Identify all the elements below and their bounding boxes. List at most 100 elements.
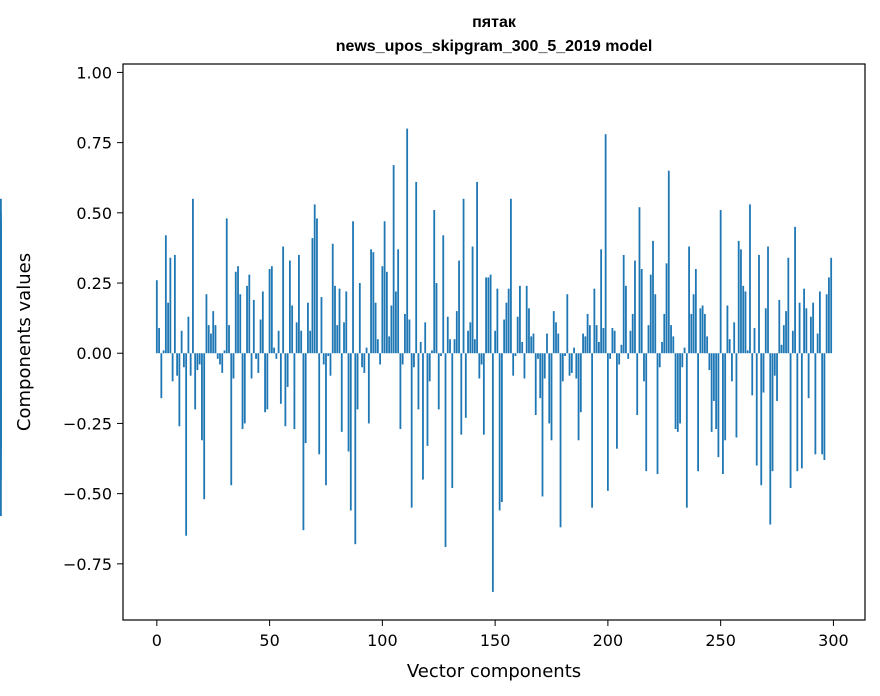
bar-166 xyxy=(530,336,533,354)
bar-162 xyxy=(521,342,524,354)
bar-235 xyxy=(685,353,688,508)
bar-125 xyxy=(437,353,440,410)
bar-292 xyxy=(814,353,817,455)
bar-134 xyxy=(458,260,460,354)
bar-195 xyxy=(595,325,598,354)
bar-undefined xyxy=(0,313,2,354)
bar-85 xyxy=(347,353,350,452)
bar-260 xyxy=(742,285,745,354)
bars-group xyxy=(0,128,833,592)
bar-97 xyxy=(374,302,377,354)
bar-74 xyxy=(322,353,325,365)
bar-218 xyxy=(647,325,650,354)
bar-95 xyxy=(370,249,372,354)
bar-168 xyxy=(534,353,537,416)
bar-30 xyxy=(223,350,226,354)
bar-35 xyxy=(234,271,237,354)
bar-101 xyxy=(383,221,386,354)
bar-93 xyxy=(365,347,368,354)
bar-136 xyxy=(462,198,465,354)
bar-210 xyxy=(629,330,632,354)
bar-205 xyxy=(618,353,621,365)
bar-249 xyxy=(717,353,720,458)
bar-133 xyxy=(455,311,458,354)
bar-149 xyxy=(491,353,494,592)
x-axis-ticks: 0 50 100 150 200 250 300 xyxy=(152,620,849,650)
bar-14 xyxy=(187,316,190,354)
bar-137 xyxy=(464,353,467,418)
bar-92 xyxy=(363,353,366,373)
bar-241 xyxy=(699,308,702,354)
bar-132 xyxy=(453,339,456,354)
bar-157 xyxy=(510,198,512,354)
bar-223 xyxy=(658,353,661,368)
bar-56 xyxy=(282,246,285,354)
bar-211 xyxy=(631,313,634,354)
bar-4 xyxy=(164,235,167,354)
bar-138 xyxy=(467,330,469,354)
bar-250 xyxy=(719,210,722,354)
bar-246 xyxy=(710,353,713,432)
bar-187 xyxy=(577,353,580,441)
bar-252 xyxy=(724,353,727,441)
y-axis-ticks: −0.75 −0.50 −0.25 0.00 0.25 0.50 0.75 1.00 xyxy=(63,63,123,574)
bar-180 xyxy=(561,353,564,382)
y-axis-label: Components values xyxy=(14,253,35,431)
x-tick-label: 250 xyxy=(705,631,736,650)
bar-296 xyxy=(823,353,826,460)
bar-28 xyxy=(219,353,221,365)
bar-208 xyxy=(625,285,627,354)
bar-242 xyxy=(701,305,704,354)
bar-197 xyxy=(600,249,603,354)
bar-23 xyxy=(207,325,210,354)
bar-20 xyxy=(201,353,203,441)
bar-245 xyxy=(708,353,711,371)
bar-236 xyxy=(688,246,690,354)
bar-123 xyxy=(433,210,436,354)
bar-88 xyxy=(354,353,357,545)
bar-213 xyxy=(636,353,639,416)
bar-261 xyxy=(744,291,747,354)
bar-264 xyxy=(751,353,754,396)
y-tick-label: 0.75 xyxy=(76,134,112,153)
bar-182 xyxy=(566,294,569,354)
bar-57 xyxy=(284,353,287,427)
bar-238 xyxy=(692,294,695,354)
bar-26 xyxy=(214,325,217,354)
bar-undefined xyxy=(0,353,2,480)
bar-183 xyxy=(568,353,571,376)
bar-68 xyxy=(309,330,312,354)
bar-173 xyxy=(546,333,548,354)
bar-44 xyxy=(255,353,257,359)
bar-6 xyxy=(169,257,172,354)
bar-15 xyxy=(189,353,192,376)
bar-71 xyxy=(316,218,318,354)
bar-86 xyxy=(349,353,352,511)
bar-289 xyxy=(807,353,810,399)
bar-275 xyxy=(776,353,778,401)
bar-142 xyxy=(476,181,478,354)
bar-172 xyxy=(543,353,546,379)
bar-129 xyxy=(446,316,449,354)
bar-240 xyxy=(697,353,699,472)
bar-178 xyxy=(557,333,560,354)
bar-161 xyxy=(519,285,521,354)
bar-78 xyxy=(331,243,334,354)
bar-124 xyxy=(435,283,438,354)
bar-114 xyxy=(413,353,415,368)
bar-99 xyxy=(379,353,381,365)
bar-8 xyxy=(173,254,176,354)
bar-259 xyxy=(740,249,742,354)
bar-64 xyxy=(300,330,303,354)
bar-287 xyxy=(803,288,805,354)
y-tick-label: −0.25 xyxy=(63,414,112,433)
bar-257 xyxy=(735,353,738,438)
bar-119 xyxy=(424,322,427,354)
bar-40 xyxy=(246,285,248,354)
bar-228 xyxy=(670,325,672,354)
bar-284 xyxy=(796,353,799,472)
bar-48 xyxy=(264,353,266,413)
bar-17 xyxy=(194,353,197,410)
x-tick-label: 150 xyxy=(480,631,511,650)
bar-61 xyxy=(293,353,296,430)
